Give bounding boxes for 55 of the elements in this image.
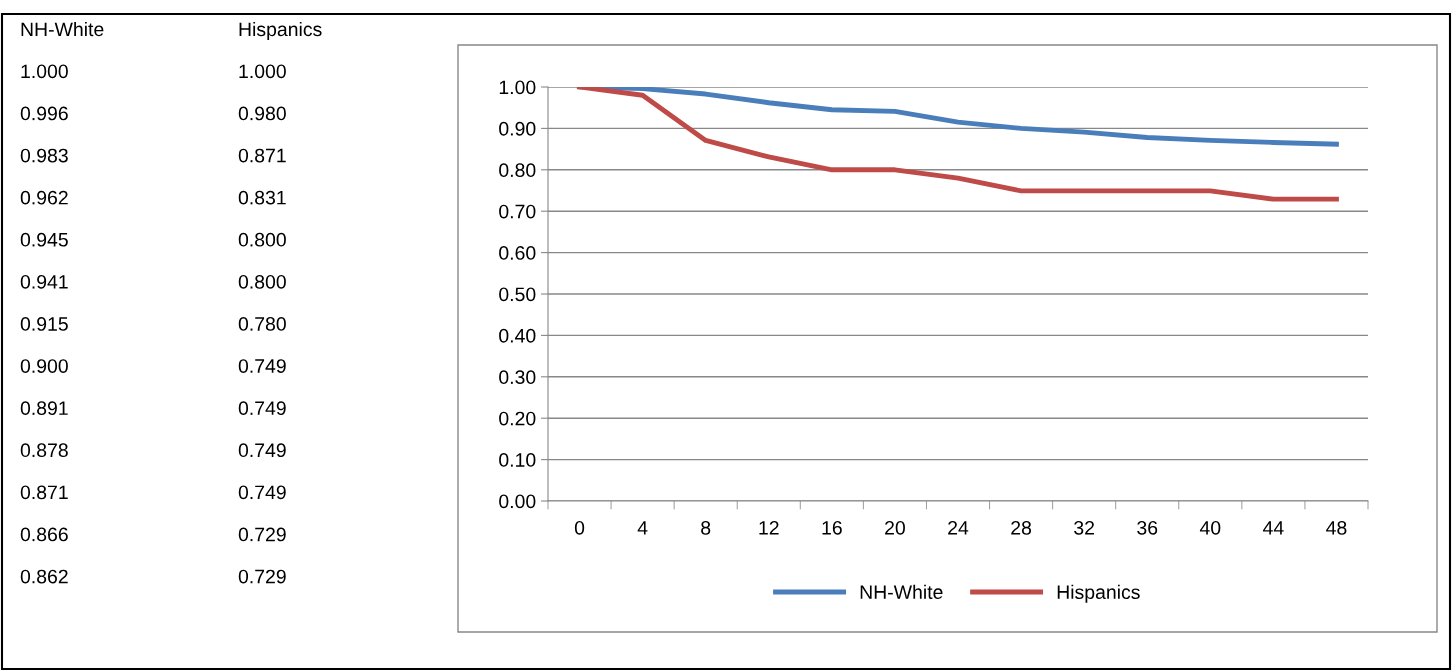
text: 0.996 <box>20 106 68 121</box>
text: 0.749 <box>238 359 286 373</box>
text: 0.780 <box>238 317 286 331</box>
x-tick-label: 0 <box>574 520 585 535</box>
text: 0.729 <box>238 569 286 584</box>
text: Hispanics <box>239 21 322 41</box>
y-tick-label: 0.30 <box>499 370 536 385</box>
text: 0.866 <box>20 527 68 542</box>
y-tick-label: 0.60 <box>499 246 536 260</box>
x-tick-label: 4 <box>637 521 648 535</box>
y-tick-label: 1.00 <box>499 80 536 95</box>
x-tick-label: 20 <box>885 520 905 535</box>
x-tick-label: 36 <box>1137 520 1158 535</box>
text: 0.862 <box>20 569 68 584</box>
x-tick-label: 32 <box>1074 520 1094 535</box>
legend-label: Hispanics <box>1057 584 1140 603</box>
text: 0.749 <box>238 485 286 500</box>
x-tick-label: 44 <box>1263 521 1284 535</box>
x-tick-label: 48 <box>1326 520 1347 535</box>
text: NH-White <box>21 21 104 37</box>
text: 0.871 <box>20 485 68 500</box>
text: 0.878 <box>20 443 68 458</box>
text: 0.749 <box>238 443 286 458</box>
x-tick-label: 16 <box>822 520 842 535</box>
x-tick-label: 8 <box>701 520 711 535</box>
text: 0.980 <box>238 106 286 121</box>
text: 0.729 <box>238 527 286 542</box>
text: 0.983 <box>20 148 68 163</box>
text: 0.900 <box>20 359 68 373</box>
text: 0.831 <box>238 190 286 205</box>
text: 0.941 <box>20 274 68 289</box>
y-tick-label: 0.10 <box>499 453 536 467</box>
text: 1.000 <box>239 64 286 79</box>
text: 0.800 <box>238 274 286 289</box>
y-tick-label: 0.50 <box>499 287 536 302</box>
text: 0.962 <box>20 190 68 205</box>
line-series <box>577 87 1339 202</box>
text: 0.945 <box>20 232 68 247</box>
y-tick-label: 0.70 <box>499 204 536 219</box>
y-tick-label: 0.20 <box>499 411 536 426</box>
x-tick-label: 12 <box>759 520 779 535</box>
y-tick-label: 0.90 <box>499 121 536 136</box>
text: 0.800 <box>238 232 286 247</box>
x-tick-label: 24 <box>948 520 969 535</box>
text: 0.891 <box>20 401 68 416</box>
x-tick-label: 28 <box>1011 520 1032 535</box>
text: 1.000 <box>21 64 68 79</box>
text: 0.915 <box>20 317 68 331</box>
y-tick-label: 0.40 <box>499 328 536 343</box>
text: 0.749 <box>238 401 286 416</box>
y-tick-label: 0.80 <box>499 163 536 178</box>
legend-label: NH-White <box>860 584 943 600</box>
y-tick-label: 0.00 <box>499 494 536 509</box>
x-tick-label: 40 <box>1199 520 1221 535</box>
text: 0.871 <box>238 148 286 163</box>
